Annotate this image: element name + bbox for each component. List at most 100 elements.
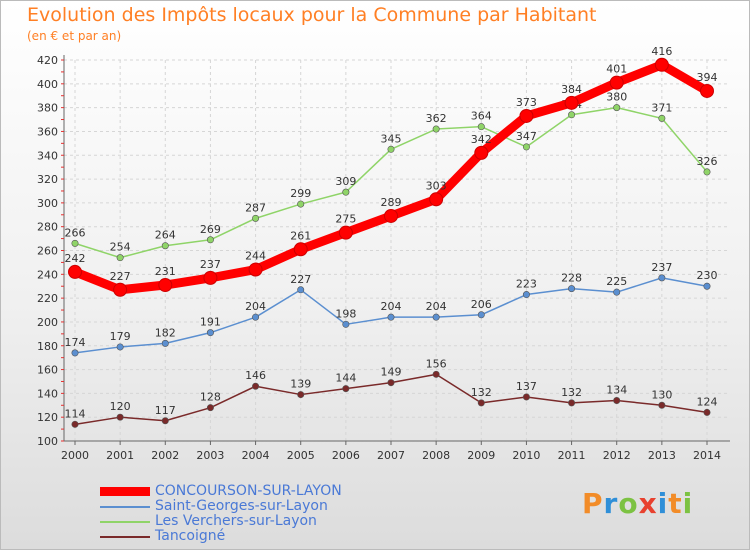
data-label-concourson-sur-layon: 237	[200, 258, 221, 271]
x-tick-label: 2014	[693, 449, 721, 462]
logo-letter: x	[638, 487, 658, 520]
data-point-concourson-sur-layon	[158, 278, 173, 293]
data-label-tancoigne: 117	[155, 404, 176, 417]
data-point-tancoigne	[658, 401, 666, 409]
logo-letter: t	[668, 487, 683, 520]
data-label-les-verchers-sur-layon: 254	[110, 241, 131, 254]
y-tick-label: 120	[37, 411, 58, 424]
x-tick-label: 2005	[287, 449, 315, 462]
data-label-concourson-sur-layon: 394	[697, 71, 718, 84]
data-point-les-verchers-sur-layon	[387, 145, 395, 153]
data-point-saint-georges-sur-layon	[297, 286, 305, 294]
data-label-concourson-sur-layon: 384	[561, 83, 582, 96]
data-label-tancoigne: 146	[245, 369, 266, 382]
data-point-tancoigne	[522, 393, 530, 401]
data-label-tancoigne: 149	[381, 366, 402, 379]
data-point-tancoigne	[116, 413, 124, 421]
x-tick-label: 2011	[558, 449, 586, 462]
data-point-tancoigne	[297, 391, 305, 399]
data-point-saint-georges-sur-layon	[432, 313, 440, 321]
data-label-saint-georges-sur-layon: 182	[155, 326, 176, 339]
data-point-les-verchers-sur-layon	[252, 214, 260, 222]
data-label-saint-georges-sur-layon: 227	[290, 273, 311, 286]
data-label-saint-georges-sur-layon: 174	[65, 336, 86, 349]
data-label-saint-georges-sur-layon: 191	[200, 316, 221, 329]
data-label-saint-georges-sur-layon: 237	[651, 261, 672, 274]
y-tick-label: 140	[37, 387, 58, 400]
data-label-saint-georges-sur-layon: 225	[606, 275, 627, 288]
data-label-concourson-sur-layon: 242	[65, 252, 86, 265]
data-label-saint-georges-sur-layon: 228	[561, 272, 582, 285]
legend-label-saint-georges: Saint-Georges-sur-Layon	[155, 498, 328, 514]
y-tick-label: 220	[37, 292, 58, 305]
data-label-les-verchers-sur-layon: 266	[65, 226, 86, 239]
y-tick-label: 160	[37, 364, 58, 377]
data-label-les-verchers-sur-layon: 326	[697, 155, 718, 168]
data-label-saint-georges-sur-layon: 223	[516, 278, 537, 291]
data-label-les-verchers-sur-layon: 299	[290, 187, 311, 200]
data-point-les-verchers-sur-layon	[703, 168, 711, 176]
data-label-concourson-sur-layon: 275	[335, 213, 356, 226]
data-point-saint-georges-sur-layon	[161, 339, 169, 347]
legend-swatch-saint-georges	[100, 506, 150, 508]
y-tick-label: 360	[37, 125, 58, 138]
x-tick-label: 2000	[61, 449, 89, 462]
data-label-tancoigne: 134	[606, 384, 627, 397]
y-tick-label: 320	[37, 173, 58, 186]
data-label-les-verchers-sur-layon: 362	[426, 112, 447, 125]
data-label-les-verchers-sur-layon: 371	[651, 101, 672, 114]
data-point-tancoigne	[342, 385, 350, 393]
data-label-tancoigne: 114	[65, 407, 86, 420]
data-label-saint-georges-sur-layon: 179	[110, 330, 131, 343]
data-point-concourson-sur-layon	[113, 282, 128, 297]
data-label-concourson-sur-layon: 416	[651, 45, 672, 58]
data-label-tancoigne: 132	[561, 386, 582, 399]
data-point-les-verchers-sur-layon	[658, 114, 666, 122]
x-tick-label: 2004	[242, 449, 270, 462]
data-label-les-verchers-sur-layon: 309	[335, 175, 356, 188]
x-tick-label: 2006	[332, 449, 360, 462]
data-label-les-verchers-sur-layon: 347	[516, 130, 537, 143]
data-point-concourson-sur-layon	[248, 262, 263, 277]
data-point-saint-georges-sur-layon	[387, 313, 395, 321]
data-label-tancoigne: 139	[290, 378, 311, 391]
data-label-saint-georges-sur-layon: 204	[381, 300, 402, 313]
data-point-les-verchers-sur-layon	[297, 200, 305, 208]
data-point-les-verchers-sur-layon	[206, 236, 214, 244]
data-label-les-verchers-sur-layon: 364	[471, 110, 492, 123]
legend-swatch-tancoigne	[100, 536, 150, 538]
x-tick-label: 2001	[106, 449, 134, 462]
chart-subtitle: (en € et par an)	[27, 29, 122, 43]
proxiti-logo: Proxiti	[582, 487, 693, 520]
x-tick-label: 2007	[377, 449, 405, 462]
data-label-tancoigne: 128	[200, 391, 221, 404]
data-label-tancoigne: 132	[471, 386, 492, 399]
data-point-saint-georges-sur-layon	[613, 288, 621, 296]
data-label-les-verchers-sur-layon: 269	[200, 223, 221, 236]
y-tick-label: 420	[37, 54, 58, 67]
data-label-concourson-sur-layon: 227	[110, 270, 131, 283]
data-point-saint-georges-sur-layon	[658, 274, 666, 282]
data-point-concourson-sur-layon	[338, 225, 353, 240]
data-point-les-verchers-sur-layon	[161, 242, 169, 250]
legend-label-concourson: CONCOURSON-SUR-LAYON	[155, 483, 342, 499]
data-point-tancoigne	[477, 399, 485, 407]
y-tick-label: 100	[37, 435, 58, 448]
data-point-concourson-sur-layon	[384, 208, 398, 223]
logo-letter: r	[603, 487, 619, 520]
data-point-les-verchers-sur-layon	[613, 104, 621, 112]
data-label-concourson-sur-layon: 401	[606, 63, 627, 76]
data-point-concourson-sur-layon	[700, 83, 714, 98]
legend-label-tancoigne: Tancoigné	[155, 528, 226, 544]
data-label-tancoigne: 144	[335, 372, 356, 385]
logo-letter: i	[682, 487, 694, 520]
x-tick-label: 2003	[196, 449, 224, 462]
chart-title: Evolution des Impôts locaux pour la Comm…	[27, 4, 597, 26]
data-point-les-verchers-sur-layon	[116, 254, 124, 262]
data-point-concourson-sur-layon	[474, 145, 489, 160]
x-tick-label: 2012	[603, 449, 631, 462]
data-label-tancoigne: 156	[426, 357, 447, 370]
data-label-concourson-sur-layon: 231	[155, 265, 176, 278]
y-tick-label: 300	[37, 197, 58, 210]
